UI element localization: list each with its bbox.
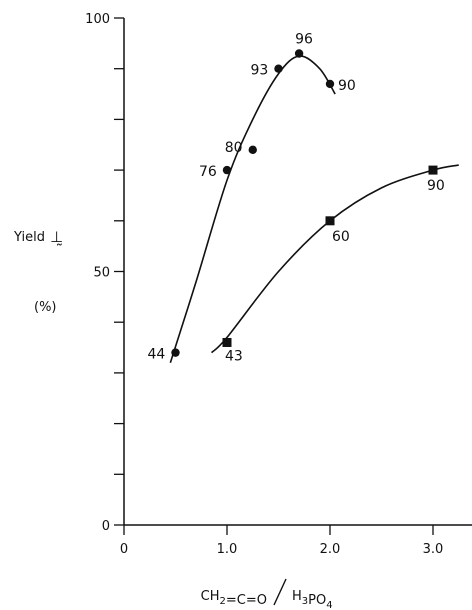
- x-tick-label: 3.0: [423, 542, 444, 557]
- data-label: 76: [199, 164, 217, 180]
- data-label: 80: [225, 140, 243, 156]
- y-tick-label: 50: [93, 266, 110, 281]
- data-points: [171, 49, 438, 357]
- data-point-circle: [274, 64, 283, 73]
- data-label: 60: [332, 229, 350, 245]
- data-point-square: [428, 165, 438, 175]
- y-axis-label: Yield: [13, 230, 45, 245]
- data-label: 93: [251, 63, 269, 79]
- data-label: 96: [295, 31, 313, 47]
- x-tick-label: 1.0: [217, 542, 238, 557]
- x-axis-label-slash: [273, 578, 287, 606]
- data-label: 43: [225, 348, 243, 364]
- x-axis-label: CH2=C=O H3PO4: [201, 578, 333, 610]
- data-point-circle: [171, 348, 180, 357]
- x-tick-label: 2.0: [320, 542, 341, 557]
- data-point-square: [325, 216, 335, 226]
- data-point-circle: [325, 79, 335, 89]
- data-label: 90: [427, 178, 445, 194]
- x-tick-label: 0: [120, 542, 128, 557]
- fit-curve-1: [169, 55, 336, 364]
- axes: 0 50 100 0 1.0 2.0 3.0: [85, 12, 472, 557]
- fit-curves: [169, 55, 459, 364]
- point-labels: 44 76 80 93 96 90 43 60 90: [148, 31, 445, 364]
- data-point-circle: [222, 165, 232, 175]
- data-label: 44: [148, 347, 166, 363]
- data-point-circle: [248, 145, 257, 155]
- data-label: 90: [338, 78, 356, 94]
- y-axis-unit: (%): [34, 300, 57, 315]
- data-point-square: [222, 337, 232, 347]
- y-tick-label: 0: [102, 519, 110, 534]
- fit-curve-2: [210, 164, 459, 354]
- y-tick-label: 100: [85, 12, 110, 27]
- y-axis-label-glyph: ⊥̰: [50, 228, 63, 246]
- x-axis-label-part: H3PO4: [292, 589, 333, 610]
- x-axis-label-part: CH2=C=O: [201, 589, 267, 608]
- data-point-circle: [294, 49, 304, 58]
